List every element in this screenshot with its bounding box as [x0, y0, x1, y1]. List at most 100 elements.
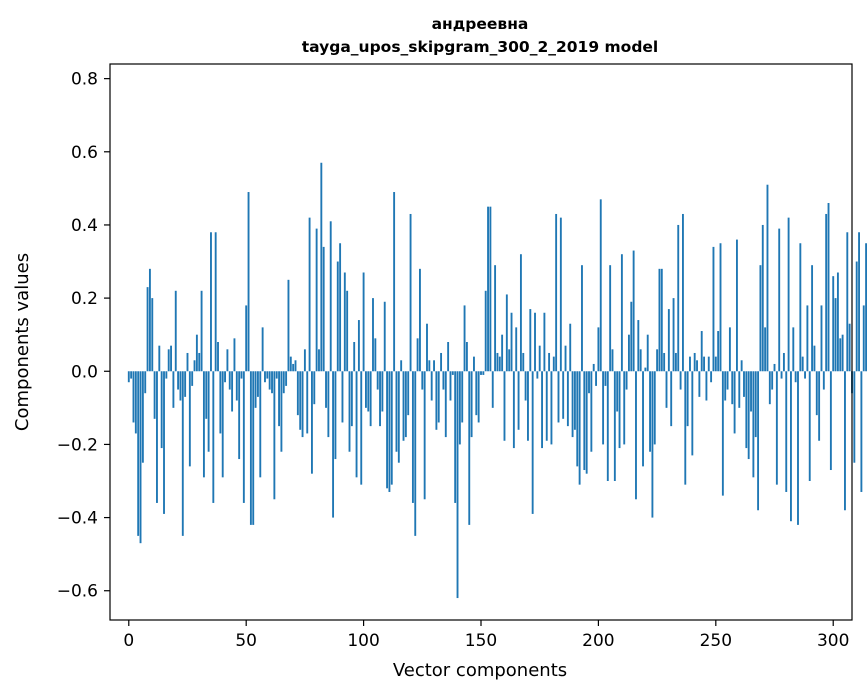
bar-252 — [719, 243, 722, 372]
y-tick-label: −0.2 — [57, 435, 98, 455]
bar-243 — [698, 371, 701, 397]
bar-238 — [686, 371, 689, 427]
bar-312 — [860, 371, 863, 492]
bar-228 — [663, 352, 666, 372]
bar-244 — [700, 331, 703, 372]
bar-107 — [379, 371, 381, 427]
bar-175 — [538, 345, 541, 372]
bar-171 — [529, 309, 532, 372]
bar-122 — [414, 371, 417, 536]
bar-62 — [273, 371, 276, 500]
bar-9 — [148, 268, 151, 372]
bar-183 — [557, 371, 560, 423]
bar-200 — [597, 327, 600, 372]
bar-235 — [679, 371, 682, 390]
bar-217 — [637, 320, 640, 372]
bar-294 — [818, 371, 821, 441]
bar-129 — [430, 371, 433, 401]
bar-74 — [301, 371, 304, 438]
bar-84 — [325, 371, 327, 408]
bar-40 — [221, 371, 224, 478]
x-tick-label: 250 — [700, 631, 732, 651]
bar-162 — [508, 349, 511, 372]
bar-265 — [750, 371, 752, 412]
bar-227 — [660, 268, 663, 372]
bar-279 — [782, 352, 785, 372]
bar-118 — [404, 371, 407, 438]
bar-196 — [588, 371, 590, 394]
bar-180 — [550, 371, 553, 445]
bar-71 — [294, 360, 297, 372]
bar-41 — [224, 371, 226, 383]
bar-153 — [487, 206, 489, 372]
bar-253 — [721, 371, 724, 496]
bar-81 — [318, 349, 320, 372]
bar-155 — [491, 371, 494, 408]
bar-105 — [374, 338, 377, 372]
bar-152 — [484, 290, 487, 372]
bar-151 — [482, 371, 485, 375]
bar-192 — [578, 371, 581, 485]
x-axis-label: Vector components — [393, 660, 567, 681]
bar-133 — [440, 352, 443, 372]
bar-44 — [231, 371, 234, 412]
bar-306 — [846, 232, 849, 372]
bar-50 — [245, 305, 248, 372]
bar-292 — [813, 345, 816, 372]
bar-60 — [268, 371, 271, 390]
bar-165 — [515, 327, 518, 372]
bar-70 — [292, 363, 295, 372]
bar-127 — [426, 323, 428, 372]
bar-203 — [604, 371, 607, 386]
bar-73 — [299, 371, 302, 430]
plot-area — [110, 64, 852, 620]
bar-266 — [752, 371, 755, 478]
y-tick-label: 0.0 — [71, 362, 98, 382]
y-tick-label: 0.4 — [71, 216, 98, 236]
bar-36 — [212, 371, 215, 503]
bar-239 — [689, 356, 691, 372]
bar-250 — [714, 356, 717, 372]
bar-156 — [494, 265, 497, 372]
bar-222 — [649, 371, 651, 452]
bar-75 — [303, 349, 306, 372]
bar-124 — [419, 268, 421, 372]
bar-18 — [170, 345, 172, 372]
bar-189 — [571, 371, 574, 438]
bar-15 — [163, 371, 165, 514]
bar-307 — [848, 323, 851, 372]
bar-29 — [195, 334, 198, 372]
bar-191 — [576, 371, 579, 467]
bar-92 — [343, 272, 346, 372]
bar-293 — [815, 371, 818, 416]
bar-256 — [728, 327, 731, 372]
bar-302 — [836, 272, 839, 372]
bar-24 — [184, 371, 187, 397]
bar-47 — [238, 371, 241, 460]
chart-title: андреевна — [432, 15, 529, 33]
x-tick-label: 100 — [347, 631, 379, 651]
bar-49 — [242, 371, 245, 503]
bar-113 — [393, 192, 396, 372]
bar-21 — [177, 371, 180, 390]
bar-38 — [217, 342, 219, 372]
bar-276 — [775, 371, 778, 485]
x-tick-label: 0 — [123, 631, 134, 651]
bar-136 — [447, 342, 450, 372]
bar-259 — [736, 239, 738, 372]
bar-221 — [646, 334, 649, 372]
bar-37 — [214, 232, 217, 372]
bar-247 — [707, 356, 710, 372]
bar-54 — [254, 371, 257, 408]
bar-237 — [684, 371, 687, 485]
chart-subtitle: tayga_upos_skipgram_300_2_2019 model — [302, 38, 659, 56]
bar-267 — [754, 371, 757, 438]
bar-240 — [691, 371, 694, 456]
bar-220 — [644, 367, 647, 372]
bar-286 — [799, 243, 802, 372]
bar-16 — [165, 371, 168, 379]
bars-group — [127, 162, 867, 599]
bar-187 — [566, 371, 569, 427]
bar-210 — [620, 254, 623, 372]
